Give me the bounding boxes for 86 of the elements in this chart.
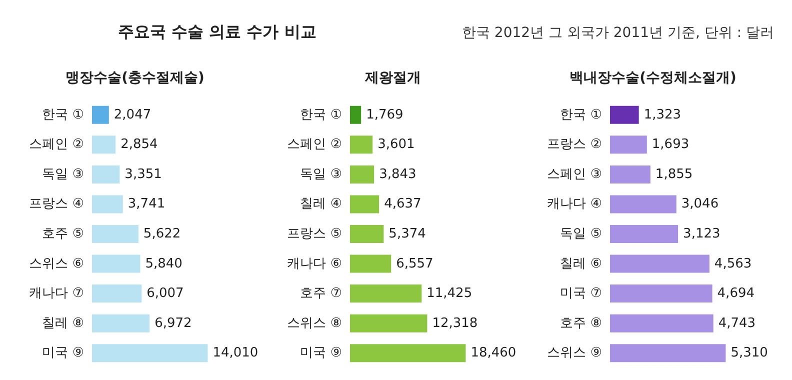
data-label: 5,374: [388, 226, 426, 242]
bar: [92, 225, 138, 243]
bar: [92, 284, 142, 303]
data-label: 3,741: [128, 196, 166, 212]
data-label: 18,460: [470, 346, 516, 361]
bar: [610, 344, 726, 362]
y-tick-label: 캐나다 ⑦: [29, 286, 84, 302]
bar: [350, 195, 380, 214]
bar: [92, 254, 140, 273]
bar: [350, 344, 466, 362]
data-label: 6,557: [396, 256, 434, 272]
bar: [610, 225, 678, 243]
chart-title: 백내장수술(수정체소절개): [570, 70, 736, 86]
y-tick-label: 한국 ①: [560, 107, 602, 122]
bar: [92, 136, 116, 154]
text: 주요국 수술 의료 수가 비교: [118, 22, 316, 43]
data-label: 4,743: [718, 316, 756, 331]
y-tick-label: 칠레 ⑥: [560, 256, 602, 272]
y-tick-label: 스페인 ②: [29, 137, 84, 152]
bar: [610, 195, 676, 214]
bar: [92, 106, 109, 124]
bar: [610, 136, 647, 154]
y-tick-label: 한국 ①: [42, 107, 84, 122]
y-tick-label: 스위스 ⑧: [287, 316, 342, 331]
y-tick-label: 캐나다 ④: [547, 196, 602, 212]
y-tick-label: 호주 ⑤: [42, 226, 84, 242]
y-tick-label: 프랑스 ④: [29, 196, 84, 212]
y-tick-label: 캐나다 ⑥: [287, 256, 342, 272]
y-tick-label: 칠레 ⑧: [42, 316, 84, 331]
bar: [92, 314, 150, 332]
data-label: 3,601: [378, 137, 415, 152]
y-tick-label: 스페인 ②: [287, 137, 342, 152]
y-tick-label: 한국 ①: [300, 107, 342, 122]
bar: [610, 314, 714, 332]
y-tick-label: 스위스 ⑥: [29, 256, 84, 272]
bar: [92, 344, 208, 362]
bar: [350, 254, 392, 273]
data-label: 2,854: [120, 137, 158, 152]
y-tick-label: 프랑스 ⑤: [287, 226, 342, 242]
data-label: 5,840: [145, 256, 182, 272]
data-label: 4,694: [717, 286, 755, 302]
y-tick-label: 독일 ③: [42, 166, 84, 182]
y-tick-label: 독일 ③: [300, 166, 342, 182]
bar: [350, 225, 384, 243]
data-label: 1,769: [366, 107, 404, 122]
y-tick-label: 스위스 ⑨: [547, 346, 602, 361]
y-tick-label: 미국 ⑨: [42, 346, 84, 361]
data-label: 5,622: [143, 226, 181, 242]
data-label: 11,425: [426, 286, 472, 302]
data-label: 14,010: [212, 346, 258, 361]
data-label: 5,310: [730, 346, 768, 361]
data-label: 3,123: [683, 226, 720, 242]
chart-title: 제왕절개: [364, 70, 421, 86]
data-label: 12,318: [432, 316, 478, 331]
bar: [350, 136, 373, 154]
data-label: 3,843: [379, 166, 416, 182]
bar: [350, 284, 422, 303]
bar: [350, 106, 362, 124]
y-tick-label: 미국 ⑨: [300, 346, 342, 361]
data-label: 1,693: [652, 137, 690, 152]
y-tick-label: 스페인 ③: [547, 166, 602, 182]
bar: [92, 165, 120, 184]
y-tick-label: 프랑스 ②: [547, 137, 602, 152]
data-label: 4,637: [384, 196, 422, 212]
data-label: 6,972: [154, 316, 192, 331]
data-label: 1,855: [655, 166, 693, 182]
bar: [610, 165, 650, 184]
data-label: 3,351: [124, 166, 162, 182]
bar: [610, 106, 639, 124]
y-tick-label: 호주 ⑧: [560, 316, 602, 331]
bar: [610, 254, 710, 273]
bar: [350, 165, 374, 184]
bar: [610, 284, 712, 303]
data-label: 6,007: [146, 286, 184, 302]
data-label: 1,323: [644, 107, 682, 122]
data-label: 2,047: [114, 107, 152, 122]
data-label: 4,563: [714, 256, 752, 272]
bar: [92, 195, 123, 214]
chart-title: 맹장수술(충수절제술): [66, 70, 204, 86]
y-tick-label: 독일 ⑤: [560, 226, 602, 242]
data-label: 3,046: [681, 196, 719, 212]
y-tick-label: 미국 ⑦: [560, 286, 602, 302]
text: 한국 2012년 그 외국가 2011년 기준, 단위 : 달러: [462, 24, 774, 42]
y-tick-label: 칠레 ④: [300, 196, 342, 212]
y-tick-label: 호주 ⑦: [300, 286, 342, 302]
bar: [350, 314, 428, 332]
